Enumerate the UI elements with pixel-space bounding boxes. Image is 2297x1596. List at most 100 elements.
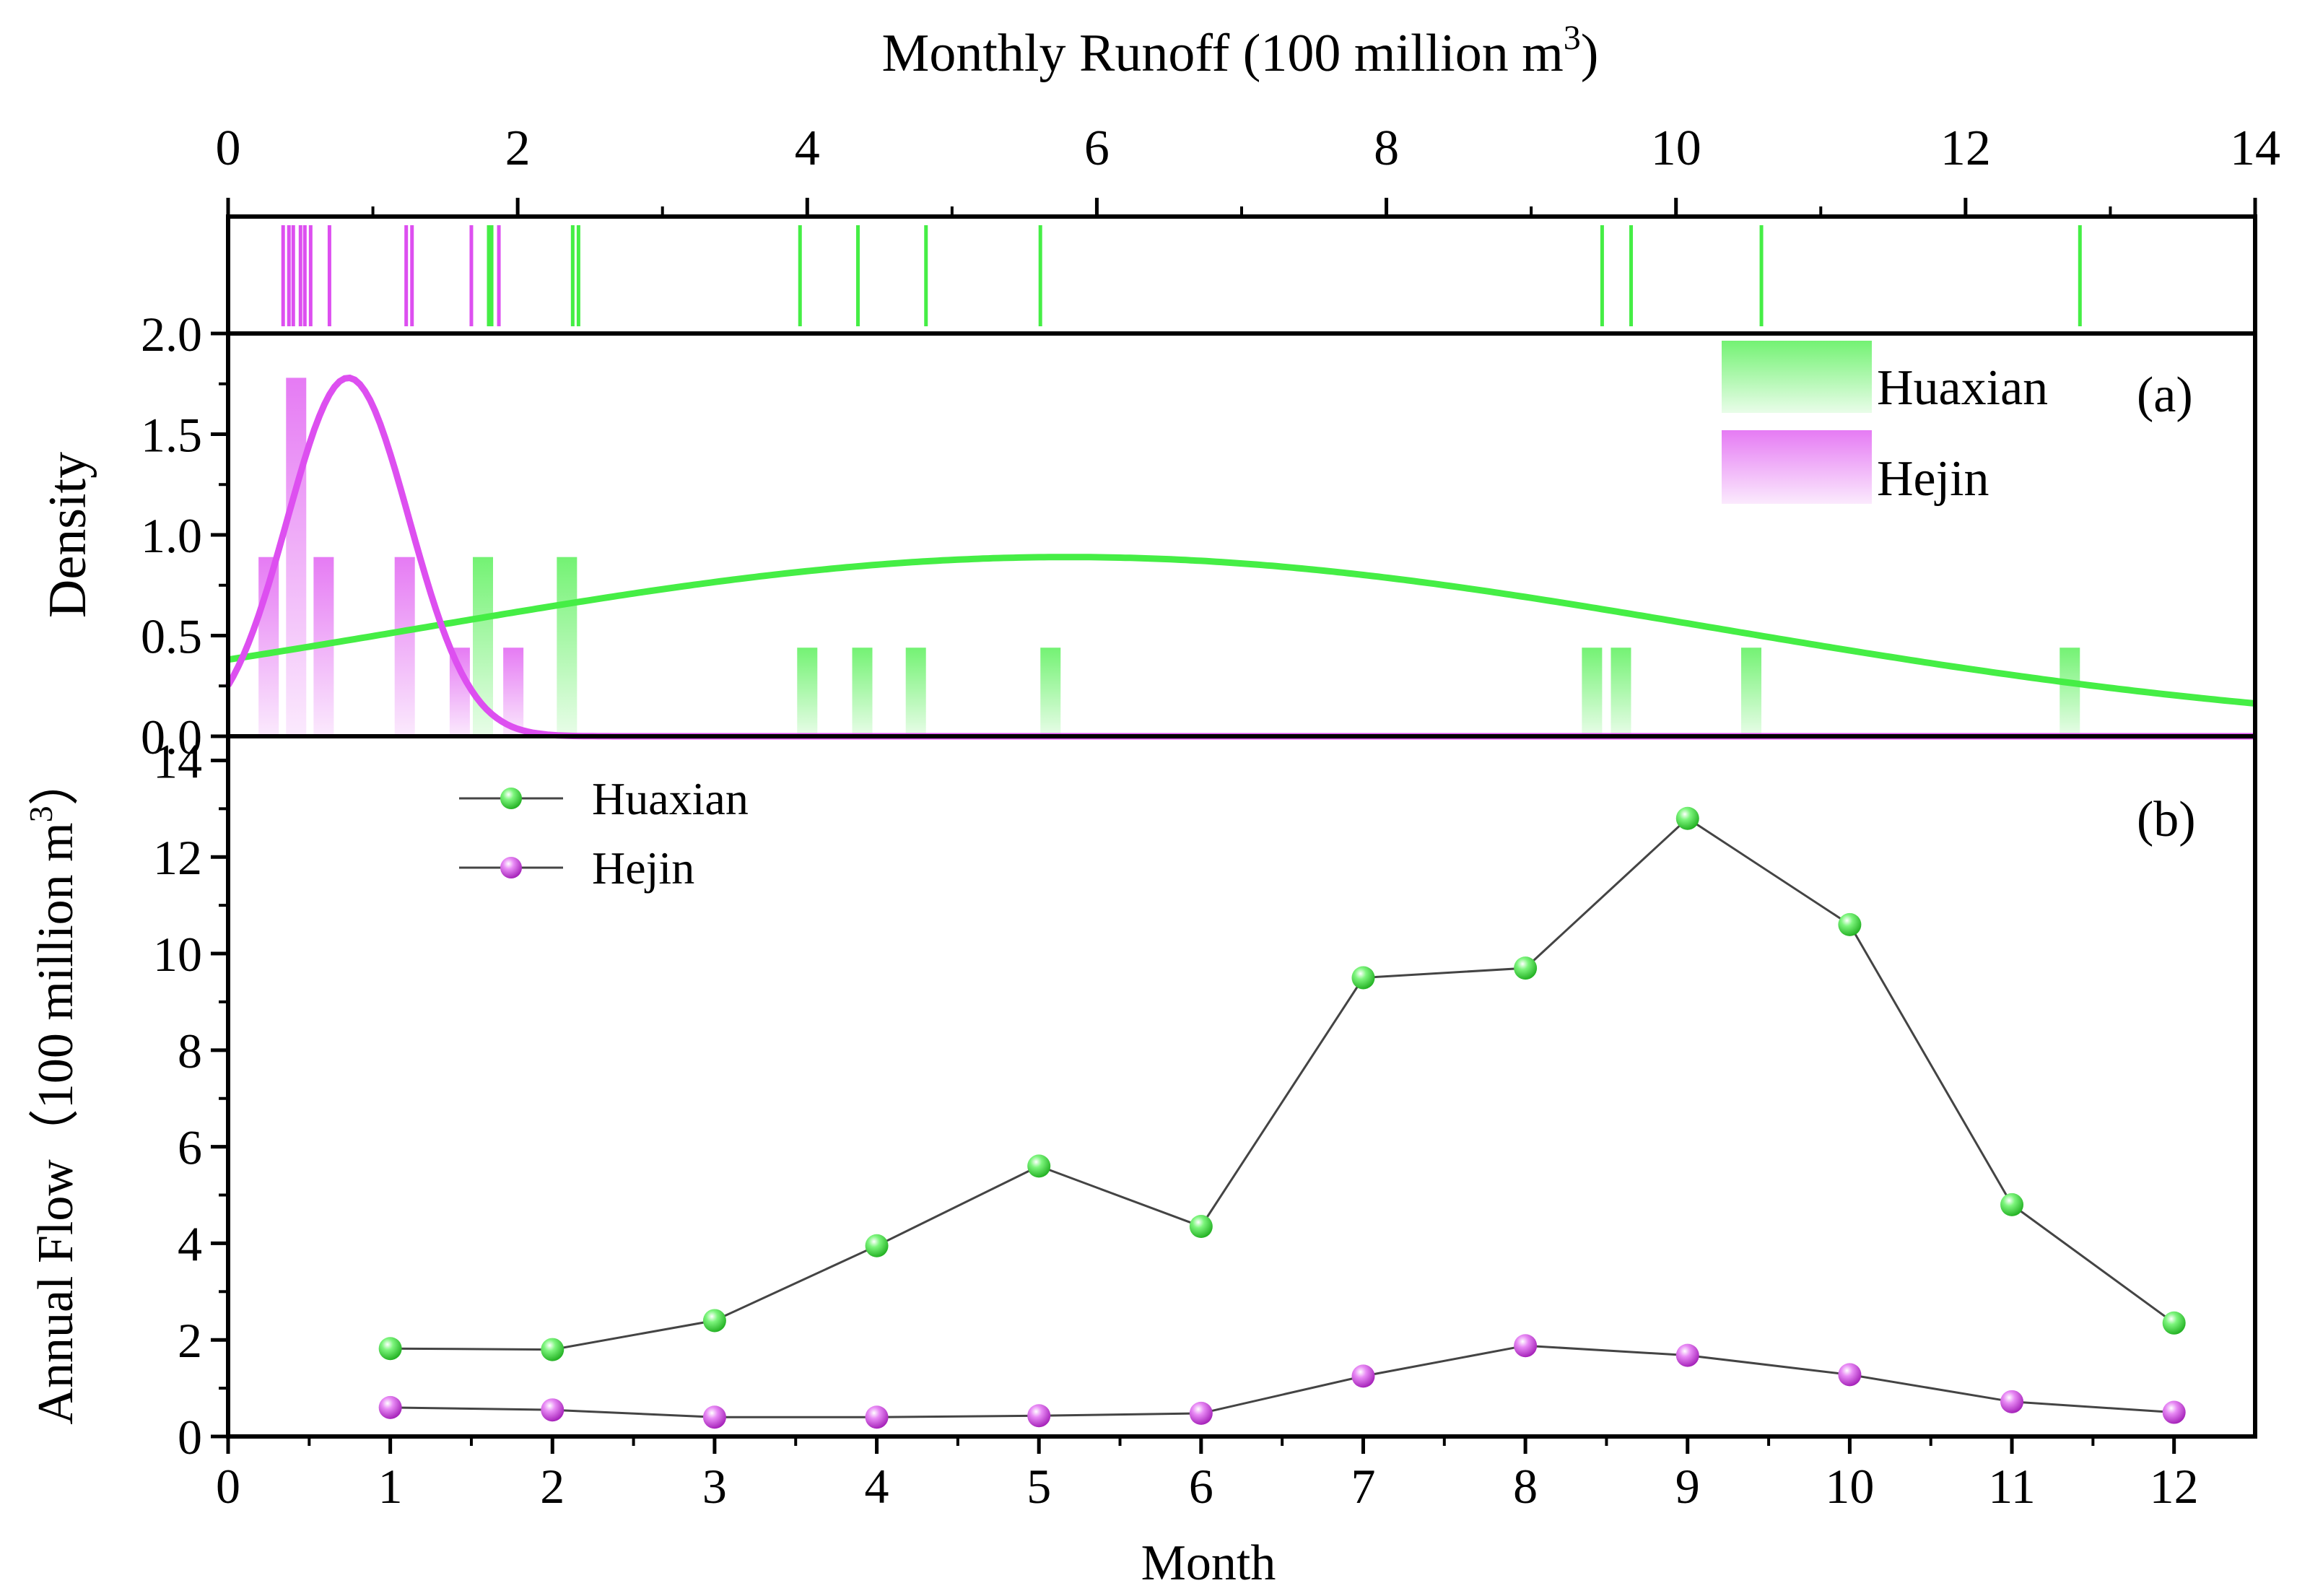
flow-point-huaxian (1838, 912, 1862, 936)
flow-y-ticks: 0 2 4 6 8 10 12 14 (153, 733, 228, 1465)
flow-x-tick-label: 12 (2150, 1459, 2199, 1514)
flow-y-tick-label: 14 (153, 733, 202, 788)
flow-x-ticks: 0 1 2 3 4 5 6 7 8 9 10 11 12 (216, 1436, 2199, 1514)
flow-x-tick-label: 4 (865, 1459, 889, 1514)
rug-marks (281, 225, 2082, 326)
legend-label-flow-hejin: Hejin (592, 842, 694, 894)
histogram-bar-hejin (394, 557, 415, 736)
flow-point-hejin (378, 1395, 402, 1419)
flow-x-label: Month (1141, 1535, 1276, 1591)
top-tick-label: 10 (1651, 121, 1701, 176)
histogram-bar-huaxian (1610, 647, 1631, 736)
flow-point-huaxian (865, 1234, 889, 1257)
density-curve-huaxian (227, 554, 2256, 707)
top-tick-label: 6 (1084, 121, 1110, 176)
density-tick-label: 2.0 (141, 307, 202, 362)
panel-a-label: (a) (2137, 367, 2193, 423)
legend-label-hejin: Hejin (1877, 451, 1989, 507)
flow-x-tick-label: 0 (216, 1459, 240, 1514)
legend-swatch-hejin (1722, 430, 1872, 504)
histogram-bar-huaxian (557, 557, 577, 736)
flow-x-tick-label: 1 (378, 1459, 403, 1514)
rug-frame (226, 214, 2257, 336)
flow-y-tick-label: 2 (178, 1313, 202, 1368)
flow-point-huaxian (1675, 806, 1699, 830)
histogram-bar-huaxian (797, 647, 818, 736)
flow-x-tick-label: 3 (702, 1459, 727, 1514)
flow-x-tick-label: 10 (1825, 1459, 1874, 1514)
density-curves (225, 374, 2256, 740)
flow-point-huaxian (1514, 956, 1538, 980)
top-axis-ticks: 0 2 4 6 8 10 12 14 (216, 121, 2280, 217)
density-y-ticks: 0.0 0.5 1.0 1.5 2.0 (141, 307, 228, 764)
top-tick-label: 2 (505, 121, 531, 176)
density-legend: Huaxian Hejin (1722, 341, 2048, 507)
flow-y-tick-label: 10 (153, 927, 202, 982)
flow-point-huaxian (702, 1309, 726, 1333)
histogram-bar-huaxian (1040, 647, 1061, 736)
flow-point-hejin (1514, 1334, 1538, 1358)
histogram-bar-huaxian (1741, 647, 1762, 736)
flow-point-hejin (541, 1398, 565, 1422)
flow-line-huaxian (390, 816, 2175, 1351)
legend-marker-hejin (500, 857, 522, 878)
flow-point-huaxian (378, 1337, 402, 1361)
flow-point-hejin (1351, 1364, 1375, 1388)
flow-point-hejin (1838, 1363, 1862, 1387)
top-tick-label: 0 (216, 121, 241, 176)
flow-y-tick-label: 4 (178, 1216, 202, 1271)
flow-y-tick-label: 8 (178, 1024, 202, 1078)
flow-point-huaxian (541, 1338, 565, 1361)
flow-point-hejin (1189, 1401, 1213, 1425)
flow-point-hejin (2000, 1390, 2024, 1413)
flow-y-label: Annual Flow（100 million m3） (22, 755, 84, 1424)
flow-lines (390, 816, 2175, 1418)
flow-x-tick-label: 6 (1189, 1459, 1213, 1514)
flow-frame (226, 734, 2257, 1439)
flow-y-tick-label: 12 (153, 830, 202, 885)
flow-point-huaxian (1189, 1215, 1213, 1238)
flow-point-huaxian (1351, 966, 1375, 990)
flow-point-huaxian (2000, 1192, 2024, 1216)
legend-label-huaxian: Huaxian (1877, 360, 2048, 416)
flow-y-tick-label: 6 (178, 1120, 202, 1175)
legend-swatch-huaxian (1722, 341, 1872, 413)
panel-b-label: (b) (2137, 792, 2196, 847)
flow-x-tick-label: 9 (1675, 1459, 1700, 1514)
flow-x-tick-label: 2 (540, 1459, 565, 1514)
flow-point-huaxian (2162, 1311, 2186, 1335)
legend-label-flow-huaxian: Huaxian (592, 773, 749, 824)
density-tick-label: 0.0 (141, 710, 202, 764)
density-curve-hejin (225, 374, 2255, 740)
flow-points (378, 806, 2186, 1429)
histogram-bar-hejin (286, 378, 307, 736)
top-axis-title: Monthly Runoff (100 million m3) (882, 19, 1599, 83)
flow-point-huaxian (1027, 1154, 1051, 1178)
flow-x-tick-label: 5 (1027, 1459, 1051, 1514)
top-tick-label: 4 (795, 121, 820, 176)
histogram-bar-huaxian (852, 647, 873, 736)
flow-point-hejin (1675, 1343, 1699, 1367)
flow-x-tick-label: 7 (1351, 1459, 1375, 1514)
top-tick-label: 14 (2230, 121, 2280, 176)
top-tick-label: 12 (1940, 121, 1991, 176)
density-tick-label: 1.0 (141, 508, 202, 563)
flow-point-hejin (2162, 1400, 2186, 1424)
density-y-label: Density (38, 452, 97, 618)
density-panel: 0.0 0.5 1.0 1.5 2.0 Density (a) Huaxian Heji… (38, 307, 2257, 764)
density-tick-label: 0.5 (141, 609, 202, 664)
density-tick-label: 1.5 (141, 408, 202, 463)
top-tick-label: 8 (1374, 121, 1399, 176)
flow-legend: Huaxian Hejin (459, 773, 749, 894)
flow-point-hejin (1027, 1404, 1051, 1428)
histogram-bar-huaxian (905, 647, 926, 736)
flow-x-tick-label: 11 (1988, 1459, 2035, 1514)
flow-x-tick-label: 8 (1513, 1459, 1538, 1514)
flow-y-tick-label: 0 (178, 1410, 202, 1465)
legend-marker-huaxian (500, 788, 522, 809)
flow-line-hejin (390, 1344, 2174, 1418)
histogram-bar-huaxian (2060, 647, 2080, 736)
flow-point-hejin (865, 1405, 889, 1429)
